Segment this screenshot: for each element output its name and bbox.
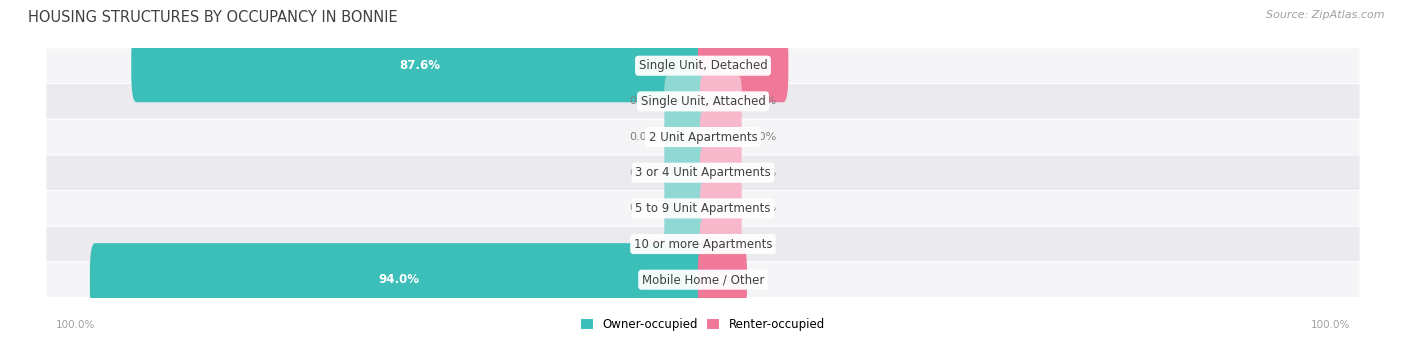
- FancyBboxPatch shape: [697, 243, 747, 316]
- Text: 2 Unit Apartments: 2 Unit Apartments: [648, 131, 758, 144]
- Text: 0.0%: 0.0%: [630, 239, 658, 249]
- Text: 5 to 9 Unit Apartments: 5 to 9 Unit Apartments: [636, 202, 770, 215]
- Text: 3 or 4 Unit Apartments: 3 or 4 Unit Apartments: [636, 166, 770, 179]
- FancyBboxPatch shape: [664, 111, 706, 163]
- Text: 87.6%: 87.6%: [399, 59, 440, 72]
- Text: Mobile Home / Other: Mobile Home / Other: [641, 273, 765, 286]
- FancyBboxPatch shape: [664, 76, 706, 127]
- Text: 100.0%: 100.0%: [56, 320, 96, 330]
- FancyBboxPatch shape: [700, 218, 742, 270]
- Text: 6.0%: 6.0%: [706, 273, 738, 286]
- FancyBboxPatch shape: [664, 147, 706, 199]
- Text: 0.0%: 0.0%: [630, 132, 658, 142]
- FancyBboxPatch shape: [700, 183, 742, 234]
- FancyBboxPatch shape: [700, 147, 742, 199]
- Text: 0.0%: 0.0%: [630, 168, 658, 178]
- FancyBboxPatch shape: [700, 111, 742, 163]
- FancyBboxPatch shape: [700, 76, 742, 127]
- Text: 0.0%: 0.0%: [630, 96, 658, 106]
- Text: 0.0%: 0.0%: [748, 132, 776, 142]
- Text: 12.4%: 12.4%: [723, 59, 763, 72]
- Legend: Owner-occupied, Renter-occupied: Owner-occupied, Renter-occupied: [576, 314, 830, 336]
- FancyBboxPatch shape: [46, 49, 1360, 83]
- FancyBboxPatch shape: [46, 155, 1360, 190]
- Text: 100.0%: 100.0%: [1310, 320, 1350, 330]
- FancyBboxPatch shape: [46, 191, 1360, 226]
- FancyBboxPatch shape: [90, 243, 709, 316]
- FancyBboxPatch shape: [131, 29, 709, 102]
- Text: 0.0%: 0.0%: [748, 239, 776, 249]
- FancyBboxPatch shape: [46, 84, 1360, 119]
- Text: 0.0%: 0.0%: [630, 203, 658, 213]
- Text: 94.0%: 94.0%: [378, 273, 419, 286]
- Text: 0.0%: 0.0%: [748, 203, 776, 213]
- FancyBboxPatch shape: [697, 29, 789, 102]
- Text: Single Unit, Attached: Single Unit, Attached: [641, 95, 765, 108]
- FancyBboxPatch shape: [664, 218, 706, 270]
- Text: Single Unit, Detached: Single Unit, Detached: [638, 59, 768, 72]
- Text: 10 or more Apartments: 10 or more Apartments: [634, 238, 772, 251]
- Text: HOUSING STRUCTURES BY OCCUPANCY IN BONNIE: HOUSING STRUCTURES BY OCCUPANCY IN BONNI…: [28, 10, 398, 25]
- Text: 0.0%: 0.0%: [748, 168, 776, 178]
- FancyBboxPatch shape: [46, 227, 1360, 261]
- Text: 0.0%: 0.0%: [748, 96, 776, 106]
- FancyBboxPatch shape: [46, 262, 1360, 297]
- FancyBboxPatch shape: [664, 183, 706, 234]
- Text: Source: ZipAtlas.com: Source: ZipAtlas.com: [1267, 10, 1385, 20]
- FancyBboxPatch shape: [46, 120, 1360, 154]
